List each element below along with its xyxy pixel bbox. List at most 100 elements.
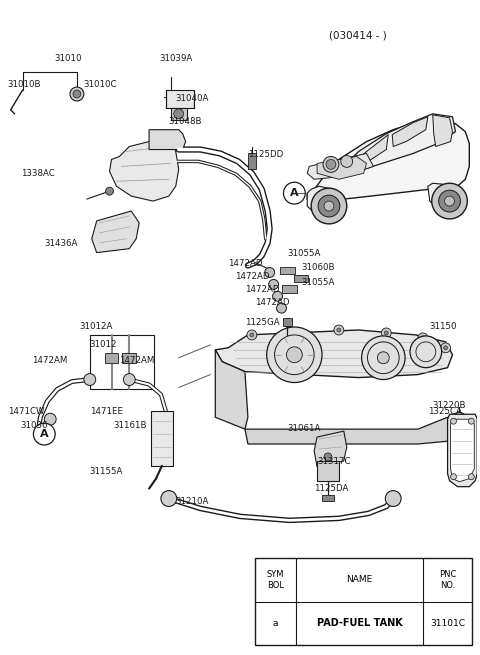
Polygon shape	[447, 414, 477, 487]
Text: 31010: 31010	[54, 54, 82, 64]
Bar	[317, 461, 339, 481]
Circle shape	[341, 155, 353, 168]
Bar	[105, 353, 119, 363]
Circle shape	[174, 109, 184, 119]
Circle shape	[468, 419, 474, 424]
Circle shape	[70, 87, 84, 101]
Circle shape	[468, 474, 474, 479]
Text: 31220B: 31220B	[433, 402, 466, 411]
Circle shape	[337, 328, 341, 332]
Polygon shape	[92, 211, 139, 253]
Circle shape	[323, 157, 339, 172]
Text: 1125GA: 1125GA	[245, 318, 279, 327]
Circle shape	[418, 333, 428, 343]
Text: 31048B: 31048B	[169, 117, 203, 126]
Circle shape	[73, 90, 81, 98]
Polygon shape	[451, 419, 474, 481]
Circle shape	[44, 413, 56, 425]
Bar	[255, 558, 472, 645]
Text: 31036: 31036	[21, 421, 48, 430]
Circle shape	[34, 423, 55, 445]
Text: 1472AD: 1472AD	[235, 272, 270, 282]
Polygon shape	[337, 114, 456, 176]
Text: 31039A: 31039A	[159, 54, 192, 64]
Circle shape	[269, 280, 278, 290]
Text: 1325CA: 1325CA	[428, 407, 462, 417]
Text: 1471EE: 1471EE	[90, 407, 123, 417]
Circle shape	[161, 491, 177, 506]
Circle shape	[453, 412, 467, 426]
Text: SYM
BOL: SYM BOL	[267, 570, 284, 590]
Circle shape	[276, 303, 287, 313]
Polygon shape	[433, 115, 453, 147]
Circle shape	[451, 474, 456, 479]
Polygon shape	[216, 330, 453, 377]
Text: 1472AD: 1472AD	[245, 286, 279, 294]
Circle shape	[324, 453, 332, 461]
Bar	[294, 276, 308, 282]
Bar	[151, 411, 173, 466]
Circle shape	[318, 195, 340, 217]
Polygon shape	[314, 431, 347, 467]
Text: 1125DD: 1125DD	[248, 149, 283, 159]
Circle shape	[384, 331, 388, 335]
Circle shape	[288, 330, 291, 334]
Bar	[279, 267, 295, 274]
Circle shape	[439, 190, 460, 212]
Text: 1125DA: 1125DA	[314, 483, 348, 493]
Circle shape	[421, 336, 425, 340]
Text: (030414 - ): (030414 - )	[329, 31, 387, 41]
Text: 1472AM: 1472AM	[120, 356, 155, 365]
Circle shape	[284, 182, 305, 204]
Text: 1471CW: 1471CW	[8, 407, 44, 417]
Polygon shape	[307, 120, 469, 201]
Text: 31055A: 31055A	[301, 278, 335, 288]
Text: 31317C: 31317C	[317, 457, 350, 466]
Text: 31040A: 31040A	[176, 94, 209, 103]
Text: 31436A: 31436A	[44, 239, 78, 248]
Text: PAD-FUEL TANK: PAD-FUEL TANK	[317, 618, 402, 628]
Text: a: a	[273, 619, 278, 628]
Text: 1338AC: 1338AC	[21, 170, 54, 178]
Circle shape	[410, 336, 442, 367]
Text: A: A	[290, 188, 299, 198]
Text: 31012: 31012	[90, 340, 117, 349]
Text: NAME: NAME	[347, 575, 373, 584]
Circle shape	[324, 201, 334, 211]
Circle shape	[264, 267, 275, 278]
Bar	[122, 353, 136, 363]
Text: 1472AD: 1472AD	[228, 259, 263, 268]
Circle shape	[385, 491, 401, 506]
Circle shape	[361, 336, 405, 379]
Polygon shape	[392, 117, 428, 147]
Text: 31150: 31150	[430, 322, 457, 331]
Text: 31010C: 31010C	[84, 80, 117, 89]
Bar	[166, 90, 193, 108]
Circle shape	[106, 187, 113, 195]
Circle shape	[334, 325, 344, 335]
Polygon shape	[245, 417, 453, 444]
Polygon shape	[428, 183, 466, 216]
Text: A: A	[40, 429, 48, 439]
Text: 31061A: 31061A	[288, 424, 321, 433]
Polygon shape	[149, 130, 186, 149]
Circle shape	[381, 328, 391, 338]
Text: 31060B: 31060B	[301, 263, 335, 272]
Text: 1472AD: 1472AD	[255, 298, 289, 307]
Circle shape	[311, 188, 347, 224]
Text: 31161B: 31161B	[113, 421, 147, 430]
Circle shape	[84, 373, 96, 386]
Circle shape	[285, 327, 294, 337]
Polygon shape	[317, 157, 367, 179]
Text: 31101C: 31101C	[430, 619, 465, 628]
Circle shape	[451, 419, 456, 424]
Text: 31010B: 31010B	[8, 80, 41, 89]
Bar	[283, 318, 292, 326]
Text: 31155A: 31155A	[90, 467, 123, 476]
Bar	[171, 108, 187, 120]
Text: 31055A: 31055A	[288, 249, 321, 257]
Circle shape	[444, 346, 447, 350]
Circle shape	[444, 196, 455, 206]
Text: PNC
NO.: PNC NO.	[439, 570, 456, 590]
Bar	[90, 335, 154, 390]
